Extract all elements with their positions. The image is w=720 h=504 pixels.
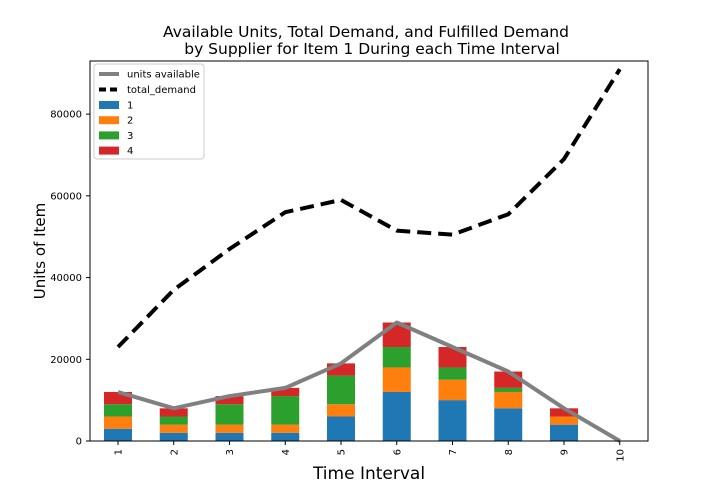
legend-label-series-4: 4 [127, 146, 133, 157]
bar-series-2-interval-2 [159, 424, 188, 433]
lines-group [116, 68, 622, 443]
bar-series-4-interval-4 [271, 387, 300, 397]
bar-series-2-interval-3 [215, 424, 244, 433]
bar-series-4-interval-9 [550, 408, 578, 417]
bars-group [104, 322, 578, 441]
line-units-available [117, 320, 621, 443]
bar-series-2-interval-8 [494, 391, 523, 409]
y-tick-label-20000: 20000 [50, 355, 82, 366]
legend-label-series-3: 3 [127, 131, 133, 142]
legend: units available total_demand 1 2 3 4 [93, 63, 205, 160]
legend-swatch-series-2 [99, 116, 119, 125]
x-axis-label: Time Interval [312, 464, 425, 484]
bar-series-2-interval-5 [327, 404, 355, 417]
bar-series-1-interval-4 [271, 432, 300, 441]
legend-label-series-2: 2 [127, 116, 133, 127]
legend-label-units-available: units available [127, 70, 200, 81]
bar-series-3-interval-8 [494, 387, 523, 392]
legend-swatch-series-3 [99, 131, 119, 140]
y-tick-label-60000: 60000 [50, 191, 82, 202]
legend-label-total-demand: total_demand [127, 85, 196, 96]
y-tick-label-0: 0 [76, 437, 82, 448]
x-tick-label-3: 3 [225, 449, 236, 455]
bar-series-4-interval-3 [215, 396, 244, 405]
bar-series-2-interval-4 [271, 424, 300, 433]
x-tick-label-10: 10 [615, 449, 626, 462]
bar-series-2-interval-1 [104, 416, 132, 429]
bar-series-1-interval-6 [382, 391, 411, 441]
x-tick-label-7: 7 [448, 449, 459, 455]
bar-series-1-interval-5 [327, 416, 355, 441]
bar-series-2-interval-7 [438, 379, 467, 401]
bar-series-4-interval-2 [159, 408, 188, 417]
bar-series-3-interval-7 [438, 367, 467, 380]
bar-series-1-interval-3 [215, 432, 244, 441]
legend-label-series-1: 1 [127, 101, 133, 112]
bar-series-1-interval-8 [494, 408, 523, 441]
bar-series-1-interval-2 [159, 432, 188, 441]
bar-series-3-interval-5 [327, 375, 355, 405]
legend-swatch-series-1 [99, 101, 119, 109]
y-axis: 0 20000 40000 60000 80000 [50, 110, 90, 448]
bar-series-2-interval-9 [550, 416, 578, 425]
x-tick-label-5: 5 [337, 449, 348, 455]
chart-title-line-2: by Supplier for Item 1 During each Time … [184, 40, 560, 58]
bar-series-1-interval-7 [438, 400, 467, 441]
x-axis: 1 2 3 4 5 6 7 8 9 10 [114, 441, 626, 462]
bar-series-1-interval-1 [104, 428, 132, 441]
x-tick-label-4: 4 [281, 449, 292, 455]
bar-series-3-interval-2 [159, 416, 188, 425]
bar-series-3-interval-3 [215, 404, 244, 425]
legend-swatch-series-4 [99, 146, 119, 155]
bar-series-3-interval-4 [271, 396, 300, 425]
legend-box [93, 63, 205, 160]
line-total-demand [116, 68, 622, 349]
x-tick-label-8: 8 [504, 449, 515, 455]
x-tick-label-1: 1 [114, 449, 125, 455]
y-axis-label: Units of Item [31, 203, 49, 300]
bar-series-1-interval-9 [550, 424, 578, 441]
y-tick-label-80000: 80000 [50, 110, 82, 121]
plot-frame [89, 60, 649, 442]
bar-series-2-interval-6 [382, 367, 411, 392]
bar-series-3-interval-6 [382, 347, 411, 368]
x-tick-label-2: 2 [169, 449, 180, 455]
x-tick-label-6: 6 [392, 449, 403, 455]
x-tick-label-9: 9 [560, 449, 571, 455]
chart-title-line-1: Available Units, Total Demand, and Fulfi… [163, 23, 569, 41]
bar-series-3-interval-1 [104, 404, 132, 417]
y-tick-label-40000: 40000 [50, 273, 82, 284]
